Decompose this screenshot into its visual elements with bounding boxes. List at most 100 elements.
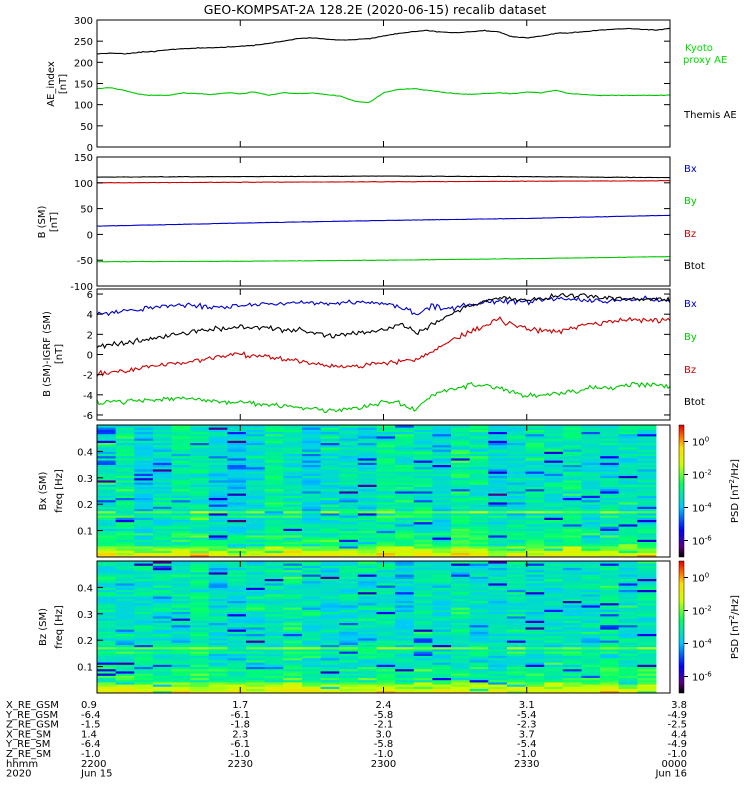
spectrogram-cell [208,535,228,538]
spectrogram-cell [413,510,433,514]
spectrogram-cell [97,591,117,595]
spectrogram-cell [432,451,452,454]
spectrogram-cell [451,427,471,430]
spectrogram-cell [190,444,210,448]
spectrogram-cell [264,671,284,674]
spectrogram-cell [506,475,526,479]
spectrogram-cell [432,609,452,612]
spectrogram-cell [600,684,620,687]
spectrogram-cell [190,482,210,485]
spectrogram-cell [413,664,433,667]
spectrogram-cell [544,493,564,496]
spectrogram-cell [171,464,191,468]
spectrogram-cell [227,466,247,470]
spectrogram-cell [618,662,638,665]
spectrogram-cell [97,622,117,626]
spectrogram-cell [246,497,266,501]
spectrogram-cell [525,471,545,474]
spectrogram-cell [544,451,564,454]
spectrogram-cell [544,554,564,558]
spectrogram-cell [581,480,601,483]
specbx-ylabel-line2: freq [Hz] [54,469,65,513]
spectrogram-cell [432,510,452,514]
y-tick-label: 300 [74,16,93,27]
spectrogram-cell [190,471,210,474]
spectrogram-cell [376,635,396,639]
spectrogram-cell [264,620,284,623]
spectrogram-cell [115,515,135,518]
spectrogram-cell [301,513,321,516]
spectrogram-cell [264,624,284,628]
spectrogram-cell [469,532,489,536]
spectrogram-cell [171,616,191,619]
spectrogram-cell [339,569,359,573]
spectrogram-cell [339,524,359,527]
spectrogram-cell [395,554,415,558]
spectrogram-cell [562,622,582,626]
spectrogram-cell [525,605,545,608]
spectrogram-cell [600,664,620,667]
spectrogram-cell [525,526,545,529]
spectrogram-cell [227,541,247,545]
spectrogram-cell [618,629,638,632]
spectrogram-cell [246,622,266,626]
spectrogram-cell [171,624,191,628]
spectrogram-cell [171,690,191,694]
spectrogram-cell [581,591,601,595]
spectrogram-cell [544,497,564,501]
spectrogram-cell [432,488,452,492]
spectrogram-cell [376,646,396,650]
spectrogram-cell [637,546,657,549]
spectrogram-cell [134,504,154,507]
spectrogram-cell [246,677,266,681]
spectrogram-cell [320,633,340,637]
spectrogram-cell [413,565,433,568]
spectrogram-cell [320,517,340,520]
spectrogram-cell [134,677,154,681]
spectrogram-cell [246,567,266,571]
spectrogram-cell [488,638,508,641]
spectrogram-cell [544,530,564,534]
spectrogram-cell [600,517,620,520]
spectrogram-cell [152,552,172,556]
spectrogram-cell [190,491,210,494]
spectrogram-cell [600,633,620,637]
spectrogram-cell [208,471,228,474]
spectrogram-cell [413,550,433,553]
spectrogram-cell [97,451,117,454]
spectrogram-cell [339,506,359,509]
spectrogram-cell [562,471,582,474]
spectrogram-cell [376,666,396,670]
spectrogram-cell [339,543,359,547]
spectrogram-cell [469,642,489,645]
spectrogram-cell [506,548,526,551]
spectrogram-cell [283,682,303,685]
spectrogram-cell [97,633,117,637]
spectrogram-cell [97,578,117,582]
spectrogram-cell [208,499,228,503]
spectrogram-cell [152,440,172,443]
spectrogram-cell [264,543,284,547]
spectrogram-cell [134,682,154,685]
spectrogram-cell [339,535,359,538]
spectrogram-cell [451,471,471,474]
spectrogram-cell [171,675,191,678]
spectrogram-cell [171,629,191,632]
spectrogram-cell [246,600,266,604]
spectrogram-cell [97,491,117,494]
spectrogram-cell [544,429,564,432]
spectrogram-cell [600,506,620,509]
spectrogram-cell [469,550,489,553]
spectrogram-cell [339,664,359,667]
spectrogram-cell [618,455,638,459]
spectrogram-cell [208,563,228,566]
spectrogram-cell [171,499,191,503]
spectrogram-cell [97,631,117,634]
spectrogram-cell [506,526,526,529]
spectrogram-cell [544,477,564,481]
spectrogram-cell [451,473,471,476]
spectrogram-cell [413,576,433,579]
spectrogram-cell [600,638,620,641]
spectrogram-cell [376,548,396,551]
spectrogram-cell [432,651,452,654]
